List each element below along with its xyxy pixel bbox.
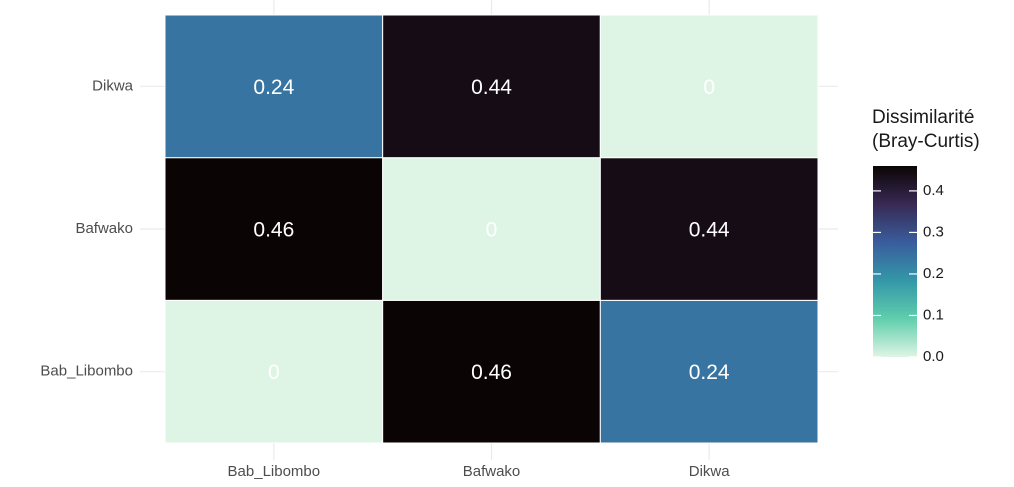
cell-label: 0.24 xyxy=(253,76,294,99)
legend-title: (Bray-Curtis) xyxy=(872,131,980,152)
colorbar xyxy=(873,166,917,357)
colorbar-tick-label: 0.0 xyxy=(923,348,944,365)
x-tick-label: Dikwa xyxy=(689,463,730,480)
colorbar-tick-label: 0.2 xyxy=(923,265,944,282)
cell-label: 0 xyxy=(703,76,715,99)
colorbar-tick-label: 0.1 xyxy=(923,306,944,323)
x-tick-label: Bab_Libombo xyxy=(228,463,321,480)
cell-label: 0.44 xyxy=(471,76,512,99)
y-tick-label: Bafwako xyxy=(75,220,133,237)
cell-label: 0 xyxy=(268,361,280,384)
cell-label: 0.46 xyxy=(253,219,294,242)
colorbar-tick-label: 0.4 xyxy=(923,182,944,199)
heatmap-cell xyxy=(599,299,819,444)
legend-title: Dissimilarité xyxy=(872,107,974,128)
heatmap-cell xyxy=(382,157,601,301)
heatmap-cell xyxy=(599,14,819,159)
colorbar-tick-label: 0.3 xyxy=(923,223,944,240)
y-tick-label: Bab_Libombo xyxy=(40,363,133,380)
y-tick-label: Dikwa xyxy=(92,77,133,94)
cell-label: 0.46 xyxy=(471,361,512,384)
cell-label: 0 xyxy=(486,219,498,242)
heatmap-cell xyxy=(164,14,384,159)
heatmap-cell xyxy=(164,299,384,444)
cell-label: 0.24 xyxy=(689,361,730,384)
cell-label: 0.44 xyxy=(689,219,730,242)
heatmap-cell xyxy=(382,14,601,159)
x-tick-label: Bafwako xyxy=(463,463,521,480)
heatmap-cell xyxy=(599,157,819,301)
